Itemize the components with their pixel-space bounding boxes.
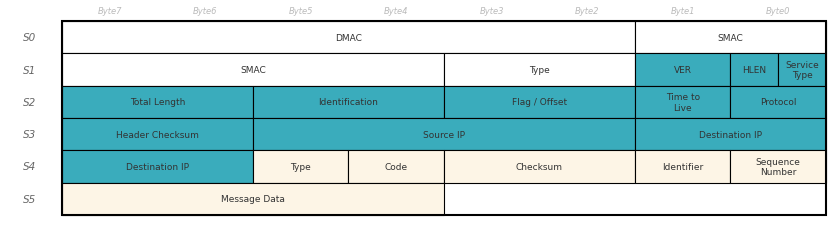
Bar — [444, 54, 635, 86]
Bar — [62, 151, 253, 183]
Bar — [635, 86, 731, 119]
Bar — [444, 151, 635, 183]
Text: S5: S5 — [23, 194, 37, 204]
Text: Total Length: Total Length — [130, 98, 185, 107]
Text: VER: VER — [674, 66, 691, 75]
Text: Protocol: Protocol — [760, 98, 796, 107]
Text: Byte0: Byte0 — [766, 7, 791, 16]
Text: Header Checksum: Header Checksum — [116, 130, 199, 139]
Bar — [253, 151, 349, 183]
Bar — [444, 86, 635, 119]
Bar — [731, 151, 826, 183]
Text: Byte4: Byte4 — [384, 7, 409, 16]
Text: Identifier: Identifier — [662, 162, 703, 171]
Bar — [731, 86, 826, 119]
Text: S1: S1 — [23, 65, 37, 75]
Text: S2: S2 — [23, 97, 37, 107]
Bar — [62, 86, 253, 119]
Text: Service
Type: Service Type — [786, 61, 819, 80]
Bar — [731, 54, 778, 86]
Text: S0: S0 — [23, 33, 37, 43]
Text: Byte7: Byte7 — [98, 7, 122, 16]
Text: Destination IP: Destination IP — [126, 162, 189, 171]
Bar — [253, 86, 444, 119]
Text: Byte3: Byte3 — [480, 7, 504, 16]
Text: Checksum: Checksum — [516, 162, 563, 171]
Text: Type: Type — [290, 162, 311, 171]
Bar — [62, 119, 253, 151]
Bar — [62, 22, 635, 54]
Text: Source IP: Source IP — [423, 130, 465, 139]
Text: Type: Type — [529, 66, 550, 75]
Text: Message Data: Message Data — [221, 194, 285, 203]
Text: HLEN: HLEN — [742, 66, 766, 75]
Text: Sequence
Number: Sequence Number — [756, 157, 801, 176]
Text: Code: Code — [384, 162, 408, 171]
Text: Byte2: Byte2 — [575, 7, 600, 16]
Bar — [62, 54, 444, 86]
Text: Byte1: Byte1 — [671, 7, 695, 16]
Text: Destination IP: Destination IP — [699, 130, 762, 139]
Text: Byte5: Byte5 — [289, 7, 313, 16]
Text: DMAC: DMAC — [335, 34, 362, 43]
Text: Flag / Offset: Flag / Offset — [512, 98, 567, 107]
Bar — [635, 54, 731, 86]
Bar — [635, 119, 826, 151]
Bar — [349, 151, 444, 183]
Bar — [253, 119, 635, 151]
Text: SMAC: SMAC — [240, 66, 266, 75]
Text: Identification: Identification — [319, 98, 379, 107]
Text: Byte6: Byte6 — [193, 7, 218, 16]
Bar — [635, 22, 826, 54]
Bar — [778, 54, 826, 86]
Bar — [635, 151, 731, 183]
Bar — [62, 183, 444, 215]
Bar — [62, 22, 826, 215]
Text: S4: S4 — [23, 162, 37, 172]
Text: Time to
Live: Time to Live — [666, 93, 700, 112]
Text: SMAC: SMAC — [717, 34, 743, 43]
Text: S3: S3 — [23, 130, 37, 140]
